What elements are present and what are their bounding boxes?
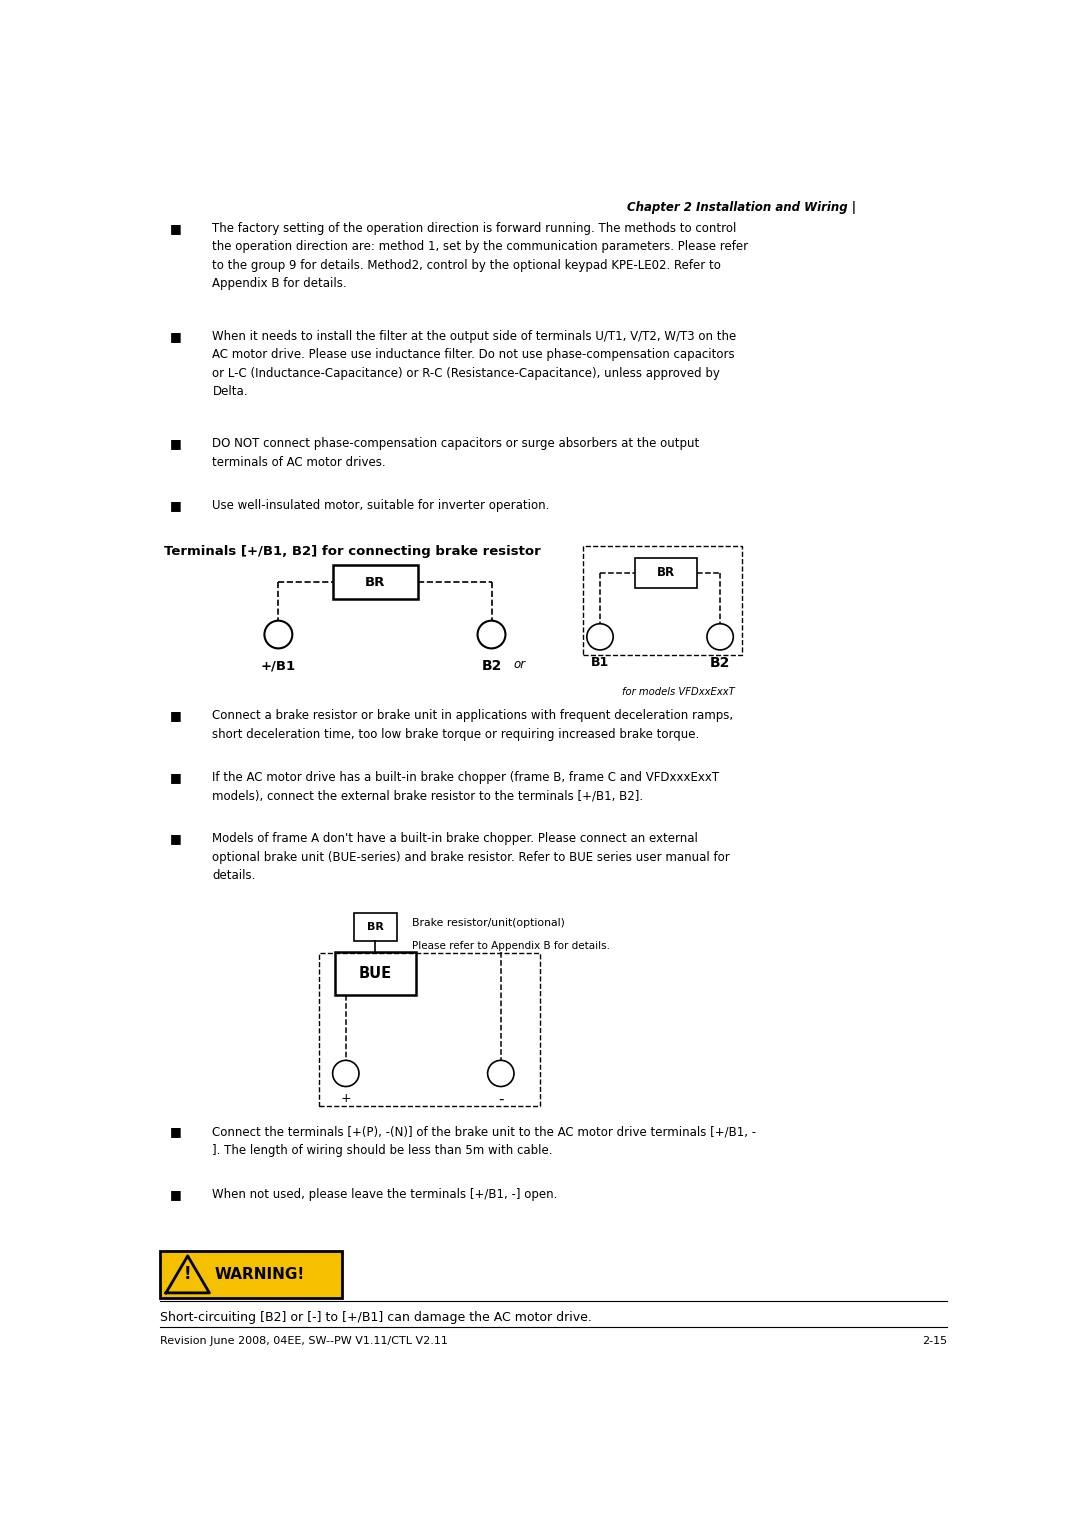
Text: When it needs to install the filter at the output side of terminals U/T1, V/T2, : When it needs to install the filter at t… <box>213 330 737 399</box>
Text: Connect a brake resistor or brake unit in applications with frequent deceleratio: Connect a brake resistor or brake unit i… <box>213 709 733 741</box>
Text: +/B1: +/B1 <box>260 660 296 672</box>
Text: -: - <box>498 1092 503 1108</box>
Text: ■: ■ <box>170 833 181 845</box>
FancyBboxPatch shape <box>635 558 697 588</box>
Text: Chapter 2 Installation and Wiring |: Chapter 2 Installation and Wiring | <box>626 201 855 215</box>
Text: Revision June 2008, 04EE, SW--PW V1.11/CTL V2.11: Revision June 2008, 04EE, SW--PW V1.11/C… <box>160 1336 448 1345</box>
Text: VFD-E: VFD-E <box>981 18 1016 28</box>
Text: ■: ■ <box>170 222 181 235</box>
Text: Brake resistor/unit(optional): Brake resistor/unit(optional) <box>413 917 565 928</box>
FancyBboxPatch shape <box>353 913 397 942</box>
Text: DO NOT connect phase-compensation capacitors or surge absorbers at the output
te: DO NOT connect phase-compensation capaci… <box>213 437 700 469</box>
Text: B1: B1 <box>591 657 609 669</box>
Text: When not used, please leave the terminals [+/B1, -] open.: When not used, please leave the terminal… <box>213 1189 558 1201</box>
Text: BUE: BUE <box>359 966 392 980</box>
Text: WARNING!: WARNING! <box>214 1267 305 1282</box>
Text: ■: ■ <box>170 1124 181 1138</box>
Text: B2: B2 <box>482 660 502 673</box>
Text: If the AC motor drive has a built-in brake chopper (frame B, frame C and VFDxxxE: If the AC motor drive has a built-in bra… <box>213 770 719 802</box>
FancyBboxPatch shape <box>335 951 416 996</box>
Polygon shape <box>166 1256 210 1293</box>
Text: Terminals [+/B1, B2] for connecting brake resistor: Terminals [+/B1, B2] for connecting brak… <box>164 545 541 558</box>
Text: Models of frame A don't have a built-in brake chopper. Please connect an externa: Models of frame A don't have a built-in … <box>213 833 730 882</box>
Text: ■: ■ <box>170 709 181 723</box>
Text: for models VFDxxExxT: for models VFDxxExxT <box>622 687 734 696</box>
Text: ■: ■ <box>170 770 181 784</box>
Text: B2: B2 <box>710 657 730 670</box>
Text: ■: ■ <box>170 437 181 451</box>
Text: Use well-insulated motor, suitable for inverter operation.: Use well-insulated motor, suitable for i… <box>213 499 550 512</box>
Text: BR: BR <box>365 575 386 589</box>
Text: BR: BR <box>657 566 675 580</box>
Text: or: or <box>513 658 525 670</box>
Text: +: + <box>340 1092 351 1104</box>
FancyBboxPatch shape <box>160 1252 342 1298</box>
Text: !: ! <box>184 1266 191 1284</box>
Text: BR: BR <box>367 922 383 933</box>
FancyBboxPatch shape <box>333 565 418 600</box>
Text: The factory setting of the operation direction is forward running. The methods t: The factory setting of the operation dir… <box>213 222 748 290</box>
Text: 2-15: 2-15 <box>922 1336 947 1345</box>
Text: Please refer to Appendix B for details.: Please refer to Appendix B for details. <box>413 940 610 951</box>
Text: ■: ■ <box>170 330 181 342</box>
Text: ■: ■ <box>170 1189 181 1201</box>
Text: ■: ■ <box>170 499 181 512</box>
Text: Short-circuiting [B2] or [-] to [+/B1] can damage the AC motor drive.: Short-circuiting [B2] or [-] to [+/B1] c… <box>160 1312 592 1324</box>
Text: Connect the terminals [+(P), -(N)] of the brake unit to the AC motor drive termi: Connect the terminals [+(P), -(N)] of th… <box>213 1124 757 1157</box>
